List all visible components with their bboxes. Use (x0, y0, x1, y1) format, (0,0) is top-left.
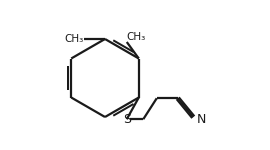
Text: CH₃: CH₃ (65, 34, 84, 44)
Text: S: S (123, 113, 131, 126)
Text: CH₃: CH₃ (127, 32, 146, 42)
Text: N: N (197, 113, 206, 126)
